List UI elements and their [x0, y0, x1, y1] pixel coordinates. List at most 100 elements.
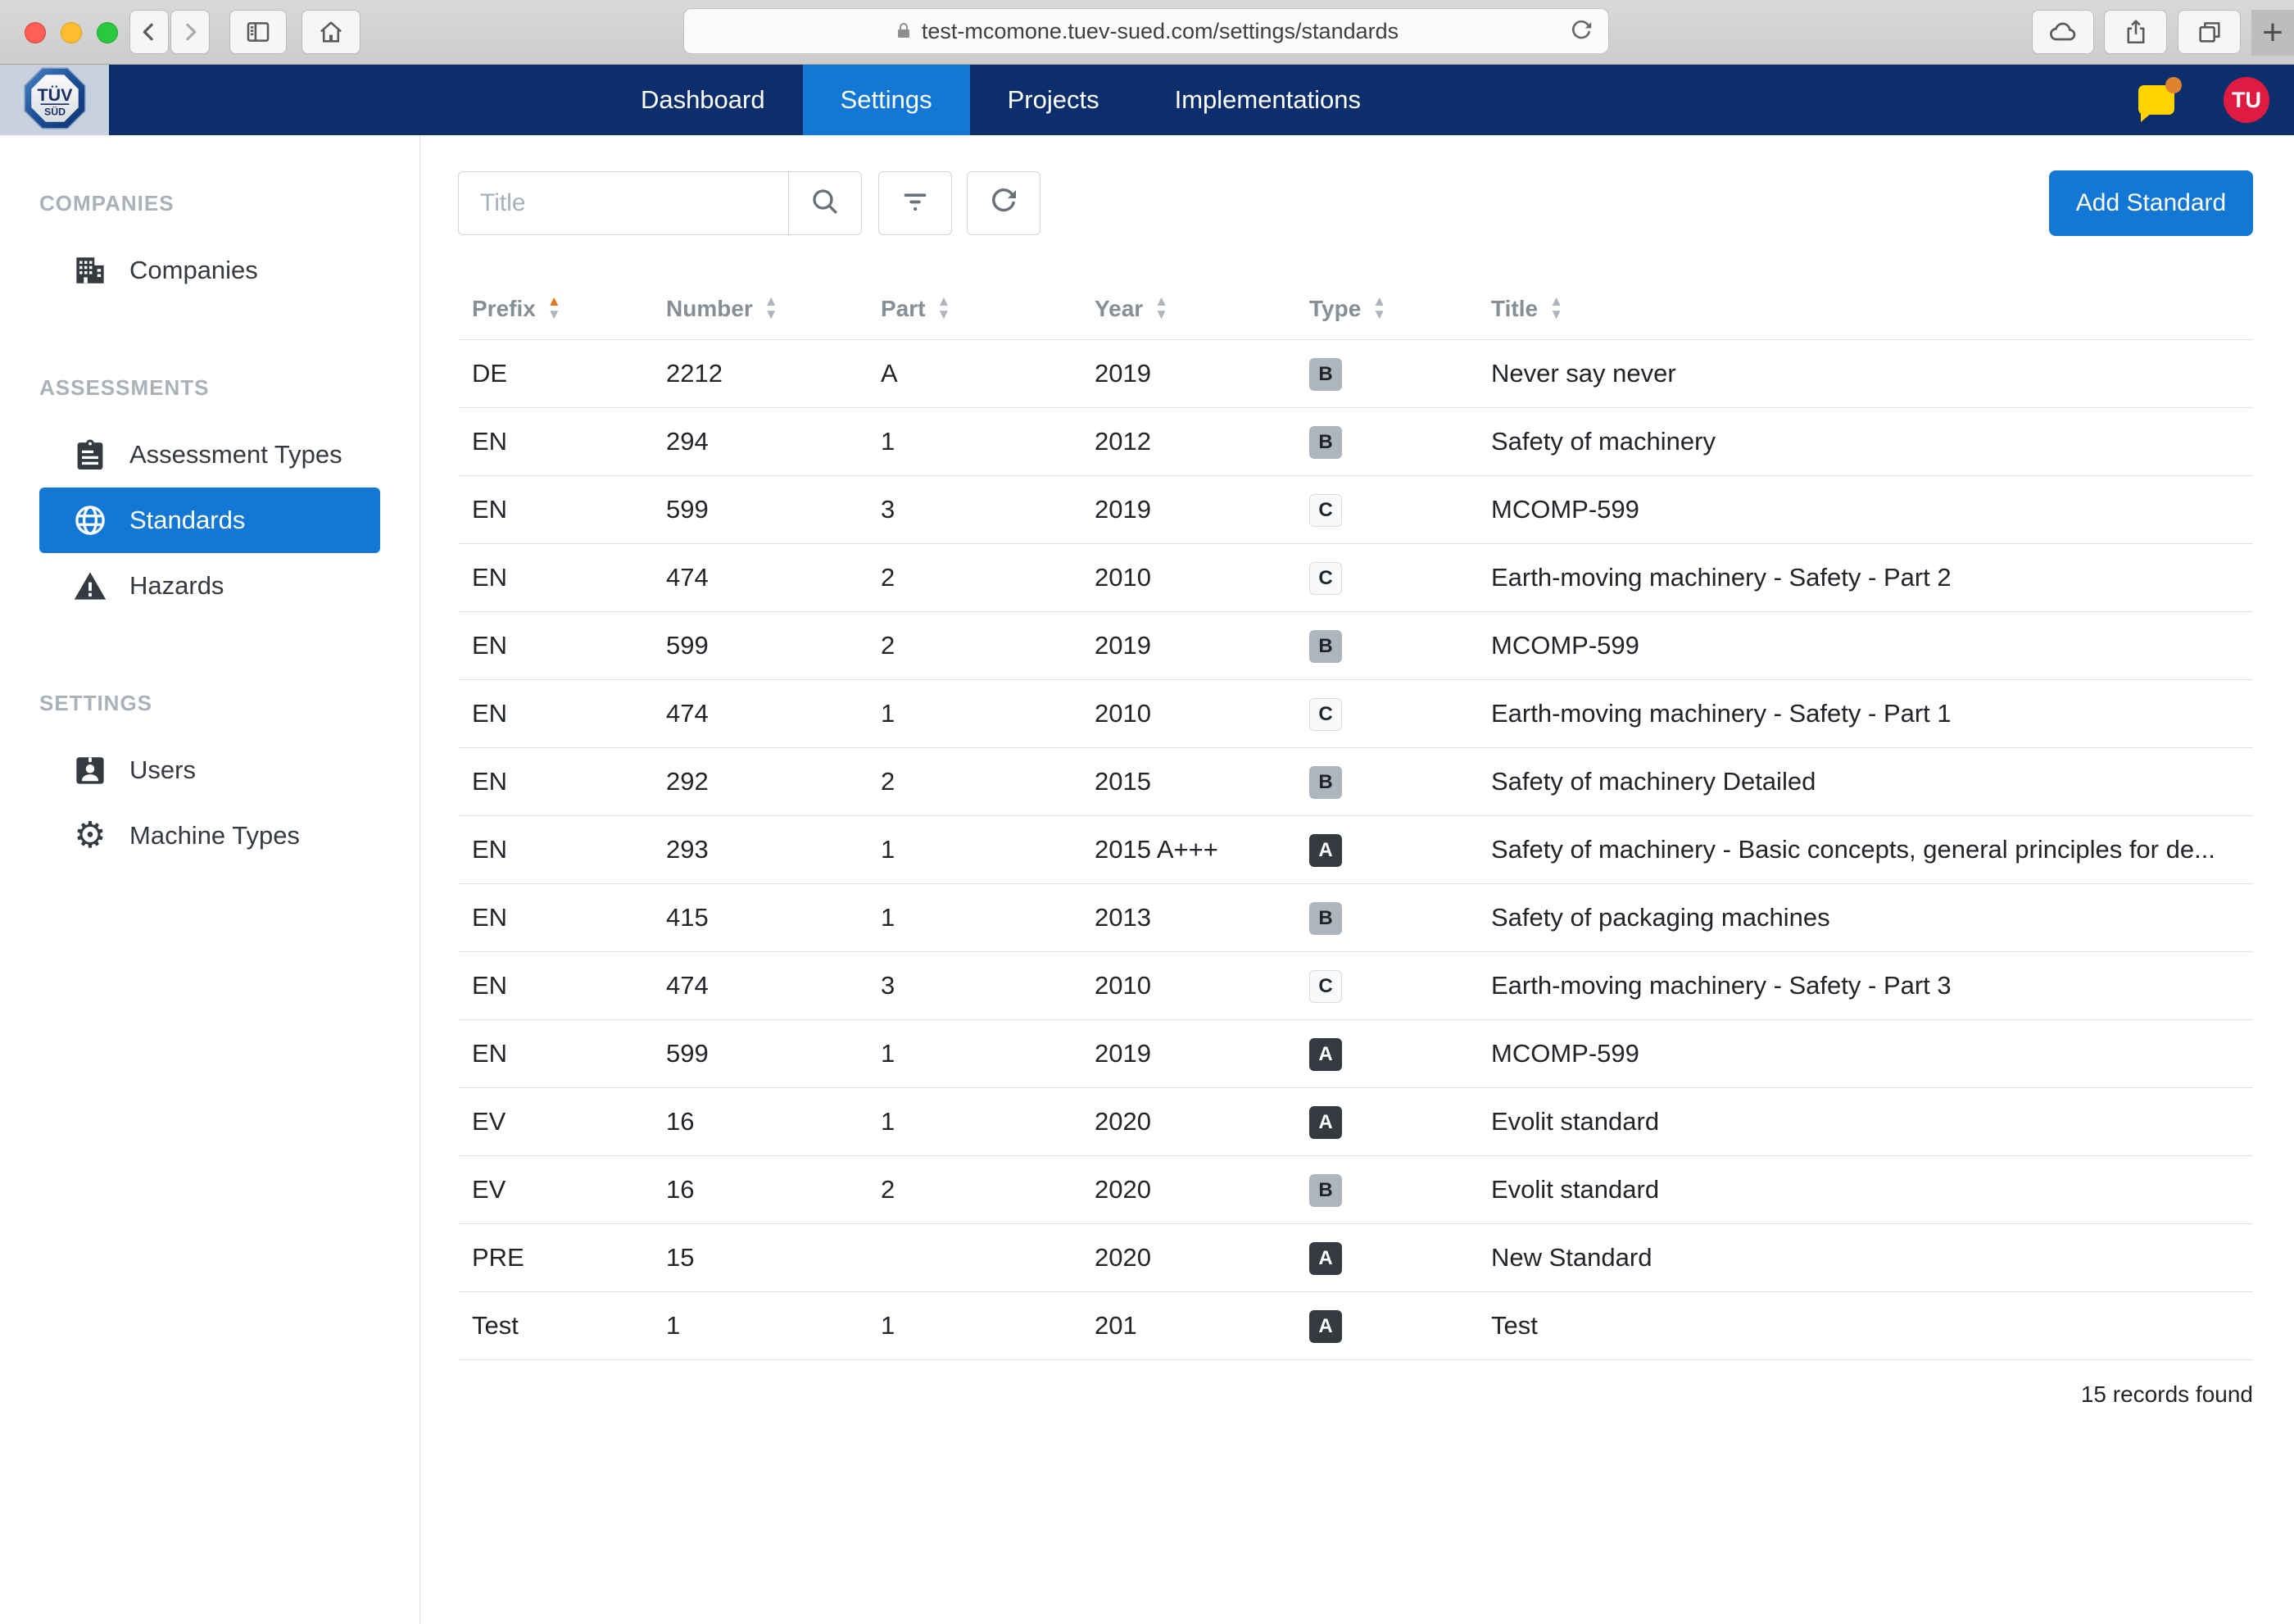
cell-part: 2 [881, 563, 1095, 592]
cell-prefix: EN [472, 903, 666, 932]
gear-icon: ⚙ [72, 818, 108, 854]
table-row[interactable]: EN 474 1 2010 C Earth-moving machinery -… [458, 680, 2253, 748]
cell-year: 2019 [1095, 631, 1309, 660]
cell-year: 201 [1095, 1311, 1309, 1340]
column-header-title[interactable]: Title▲▼ [1491, 296, 2253, 322]
cell-title: MCOMP-599 [1491, 1039, 2253, 1068]
cell-year: 2015 [1095, 767, 1309, 796]
back-button[interactable] [129, 10, 169, 54]
cell-part: 1 [881, 903, 1095, 932]
tab-settings[interactable]: Settings [803, 65, 970, 135]
close-window-button[interactable] [25, 22, 46, 43]
table-row[interactable]: EN 415 1 2013 B Safety of packaging mach… [458, 884, 2253, 952]
cell-year: 2013 [1095, 903, 1309, 932]
lock-icon [894, 21, 914, 41]
cloud-icon [2048, 17, 2078, 47]
chevron-left-icon [137, 20, 161, 44]
feedback-button[interactable] [2138, 84, 2176, 116]
cell-title: Earth-moving machinery - Safety - Part 3 [1491, 971, 2253, 1000]
type-badge: B [1309, 902, 1342, 935]
table-row[interactable]: EN 474 2 2010 C Earth-moving machinery -… [458, 544, 2253, 612]
table-row[interactable]: EV 16 1 2020 A Evolit standard [458, 1088, 2253, 1156]
section-title: COMPANIES [39, 191, 419, 216]
cell-number: 1 [666, 1311, 881, 1340]
new-tab-button[interactable]: + [2251, 10, 2294, 56]
table-row[interactable]: EV 16 2 2020 B Evolit standard [458, 1156, 2253, 1224]
sidebar-item-label: Users [129, 755, 196, 785]
section-title: SETTINGS [39, 691, 419, 716]
filter-button[interactable] [878, 171, 952, 235]
search-icon [809, 185, 841, 222]
type-badge: C [1309, 562, 1342, 595]
table-row[interactable]: EN 293 1 2015 A+++ A Safety of machinery… [458, 816, 2253, 884]
globe-icon [72, 502, 108, 538]
share-icon [2122, 18, 2150, 46]
column-header-prefix[interactable]: Prefix▲▼ [472, 296, 666, 322]
cell-year: 2010 [1095, 699, 1309, 728]
table-toolbar: Add Standard [458, 170, 2253, 236]
sort-icons: ▲▼ [1154, 296, 1168, 322]
cell-year: 2020 [1095, 1175, 1309, 1204]
cell-year: 2010 [1095, 563, 1309, 592]
cell-number: 599 [666, 1039, 881, 1068]
cell-title: Evolit standard [1491, 1107, 2253, 1136]
table-row[interactable]: EN 599 2 2019 B MCOMP-599 [458, 612, 2253, 680]
tab-overview-button[interactable] [2178, 10, 2241, 54]
table-row[interactable]: PRE 15 2020 A New Standard [458, 1224, 2253, 1292]
logo-area[interactable]: TÜV SÜD [0, 65, 109, 135]
user-avatar[interactable]: TU [2224, 77, 2269, 123]
sidebar-item-companies[interactable]: Companies [39, 238, 380, 303]
cell-prefix: EN [472, 495, 666, 524]
type-badge: A [1309, 834, 1342, 867]
reload-icon[interactable] [1567, 17, 1595, 45]
table-row[interactable]: Test 1 1 201 A Test [458, 1292, 2253, 1360]
main-content: Add Standard Prefix▲▼ Number▲▼ Part▲▼ Ye… [420, 135, 2294, 1624]
cell-title: Safety of packaging machines [1491, 903, 2253, 932]
tabs-icon [2196, 18, 2224, 46]
type-badge: A [1309, 1310, 1342, 1343]
search-button[interactable] [788, 171, 862, 235]
cell-part: 3 [881, 971, 1095, 1000]
share-button[interactable] [2104, 10, 2167, 54]
column-header-type[interactable]: Type▲▼ [1309, 296, 1491, 322]
sort-icons: ▲▼ [1549, 296, 1563, 322]
add-standard-button[interactable]: Add Standard [2049, 170, 2253, 236]
sidebar-item-standards[interactable]: Standards [39, 488, 380, 553]
table-row[interactable]: EN 474 3 2010 C Earth-moving machinery -… [458, 952, 2253, 1020]
table-row[interactable]: EN 294 1 2012 B Safety of machinery [458, 408, 2253, 476]
tab-implementations[interactable]: Implementations [1137, 65, 1399, 135]
sidebar-item-assessment-types[interactable]: Assessment Types [39, 422, 380, 488]
sidebar-item-users[interactable]: Users [39, 737, 380, 803]
table-row[interactable]: EN 599 3 2019 C MCOMP-599 [458, 476, 2253, 544]
refresh-button[interactable] [967, 171, 1040, 235]
cell-title: Test [1491, 1311, 2253, 1340]
cell-title: MCOMP-599 [1491, 495, 2253, 524]
plus-icon: + [2262, 12, 2283, 53]
tab-dashboard[interactable]: Dashboard [603, 65, 803, 135]
tab-projects[interactable]: Projects [970, 65, 1137, 135]
minimize-window-button[interactable] [61, 22, 82, 43]
cell-title: Earth-moving machinery - Safety - Part 1 [1491, 699, 2253, 728]
sidebar-item-label: Machine Types [129, 821, 300, 851]
title-search-input[interactable] [458, 171, 788, 235]
type-badge: B [1309, 426, 1342, 459]
sidebar-toggle-button[interactable] [229, 10, 287, 54]
sidebar-item-hazards[interactable]: Hazards [39, 553, 380, 619]
table-row[interactable]: EN 599 1 2019 A MCOMP-599 [458, 1020, 2253, 1088]
address-bar[interactable]: test-mcomone.tuev-sued.com/settings/stan… [683, 8, 1609, 54]
table-row[interactable]: EN 292 2 2015 B Safety of machinery Deta… [458, 748, 2253, 816]
cell-title: Evolit standard [1491, 1175, 2253, 1204]
column-header-part[interactable]: Part▲▼ [881, 296, 1095, 322]
column-header-year[interactable]: Year▲▼ [1095, 296, 1309, 322]
home-button[interactable] [301, 10, 360, 54]
sidebar-item-machine-types[interactable]: ⚙ Machine Types [39, 803, 380, 869]
table-row[interactable]: DE 2212 A 2019 B Never say never [458, 340, 2253, 408]
section-title: ASSESSMENTS [39, 375, 419, 401]
zoom-window-button[interactable] [97, 22, 118, 43]
cell-prefix: EN [472, 835, 666, 864]
column-header-number[interactable]: Number▲▼ [666, 296, 881, 322]
forward-button[interactable] [170, 10, 210, 54]
cell-year: 2019 [1095, 495, 1309, 524]
icloud-tabs-button[interactable] [2032, 10, 2094, 54]
cell-number: 474 [666, 699, 881, 728]
